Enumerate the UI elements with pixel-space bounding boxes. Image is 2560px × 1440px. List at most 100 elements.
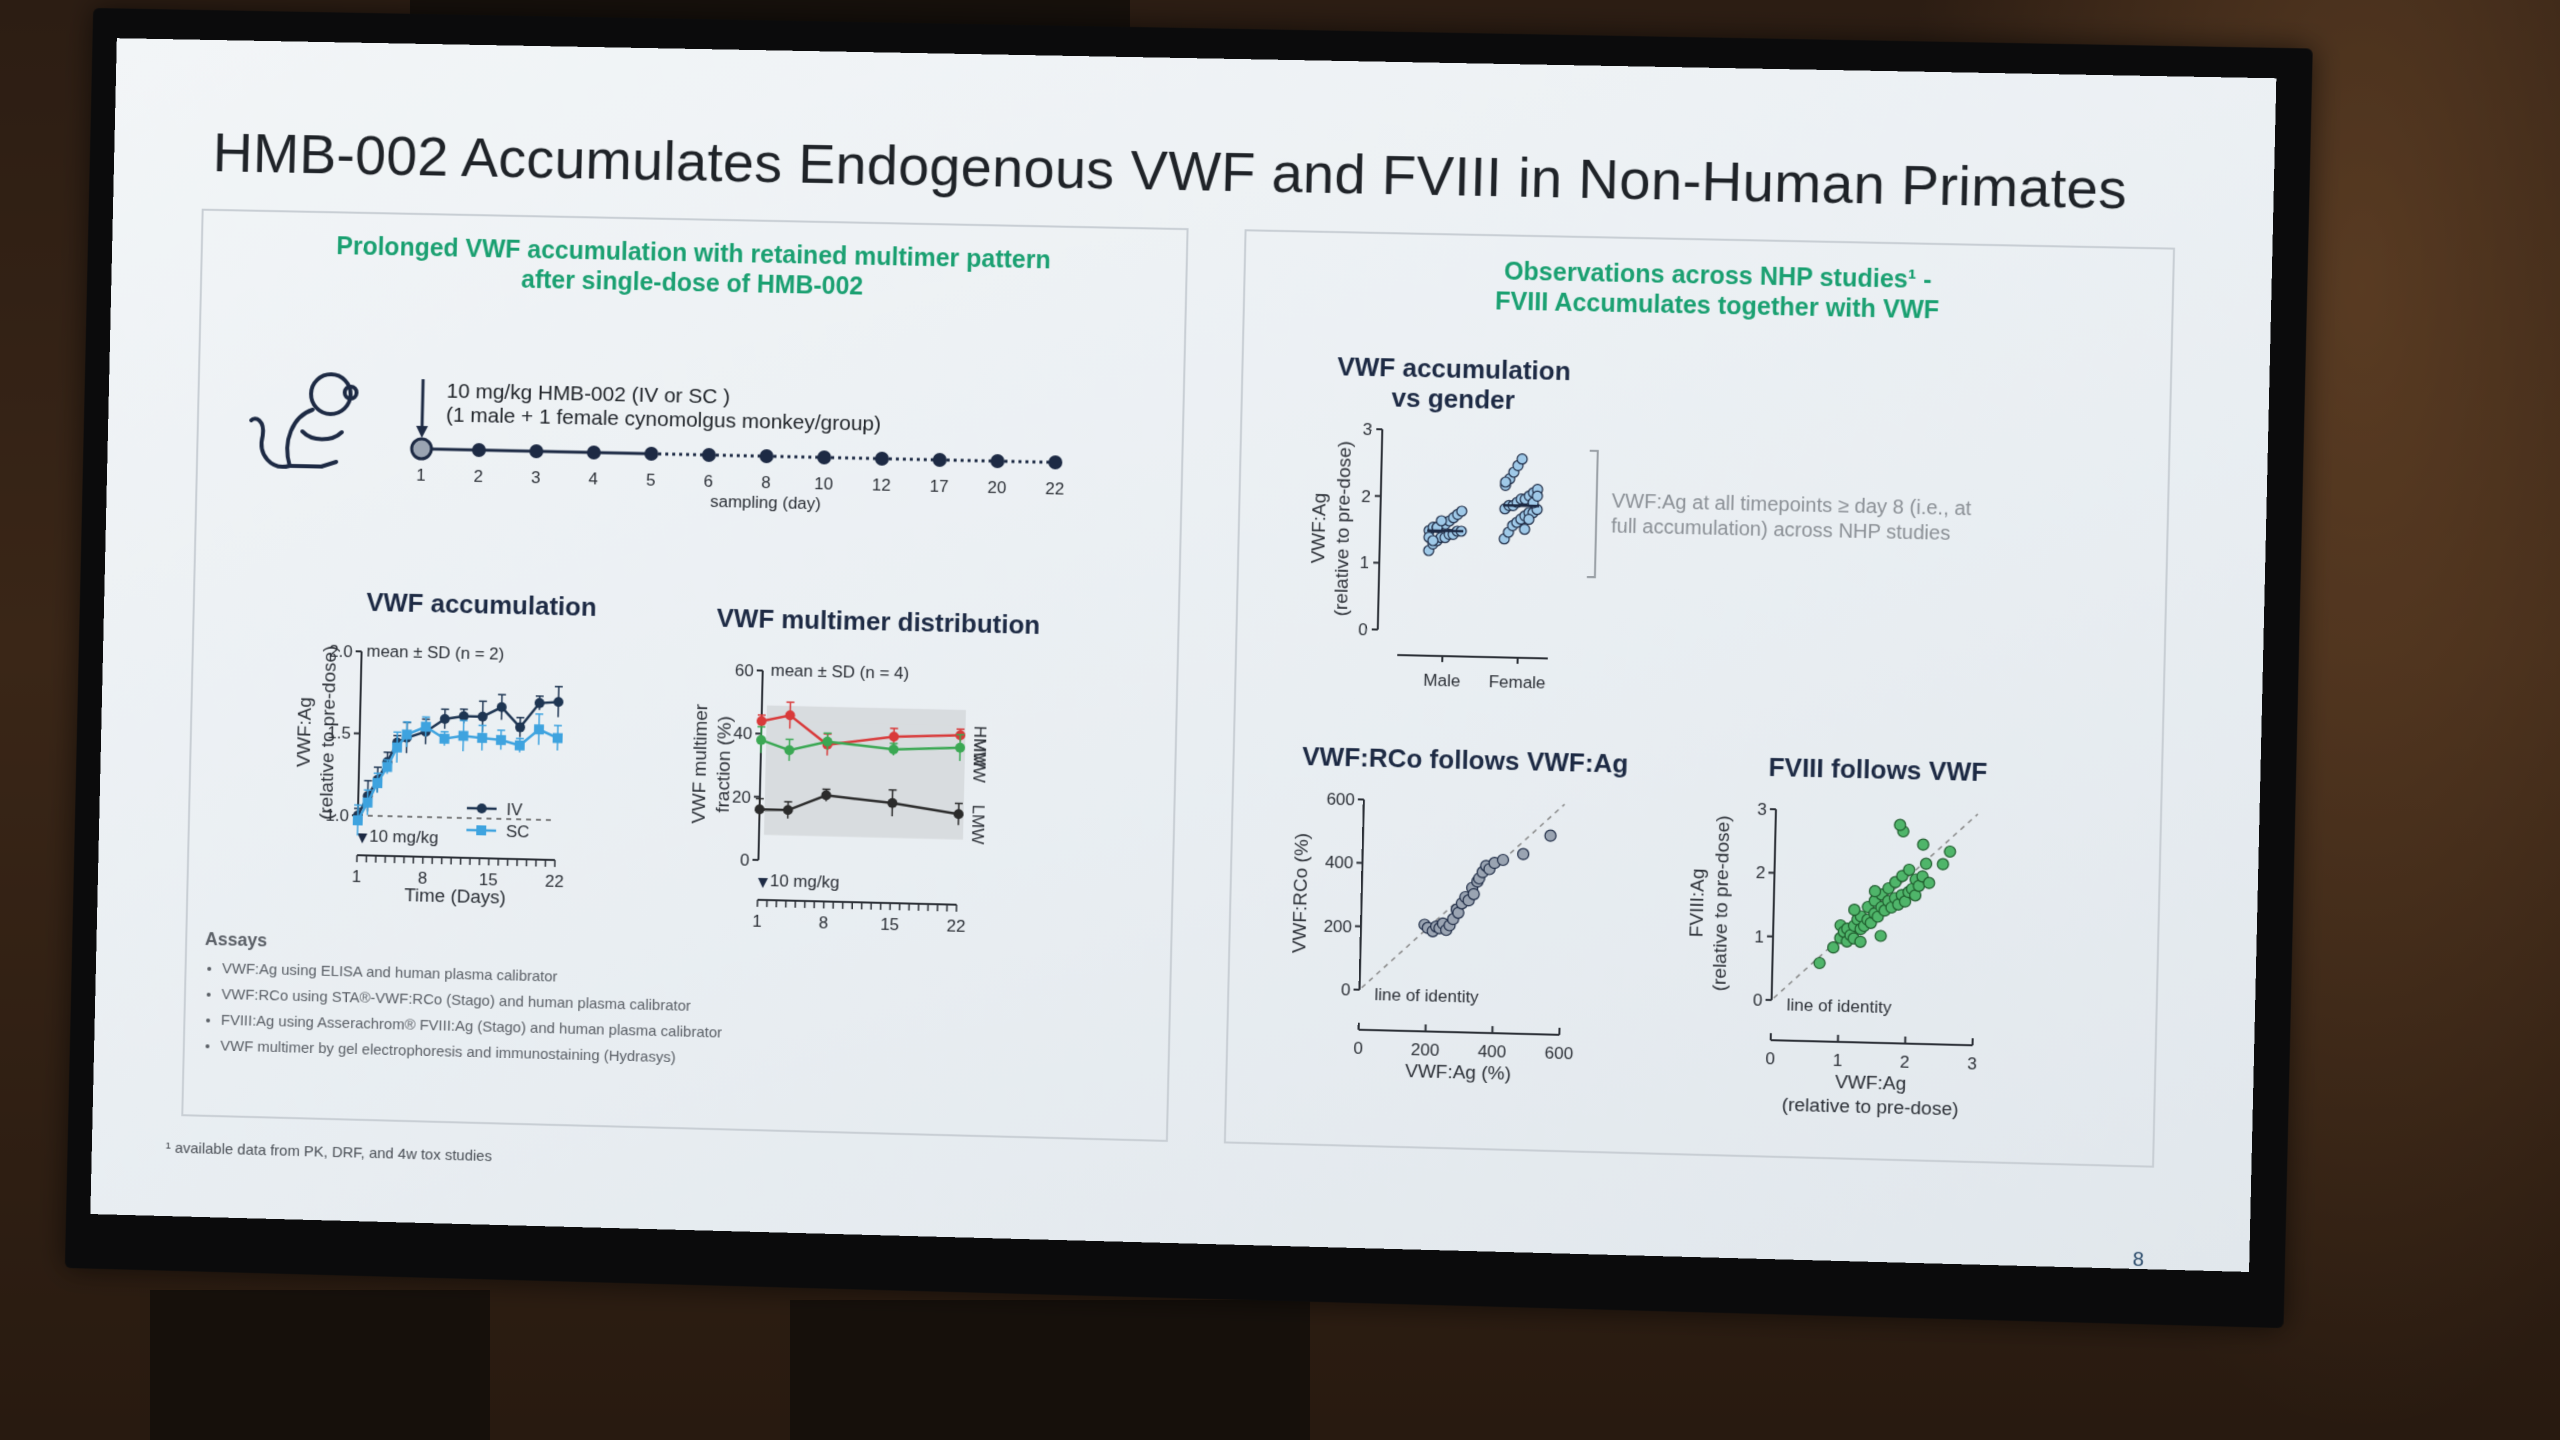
y-axis	[758, 671, 762, 860]
scatter-point	[1869, 886, 1880, 897]
data-point	[553, 697, 563, 707]
slide-screen: HMB-002 Accumulates Endogenous VWF and F…	[90, 38, 2276, 1272]
monkey-icon	[242, 361, 373, 493]
y-axis-label-line1: FVIII:Ag	[1686, 868, 1709, 937]
timeline-day-label: 20	[987, 478, 1006, 497]
timeline-day-label: 22	[1045, 479, 1064, 498]
gender-point	[1436, 516, 1446, 526]
y-tick-label: 200	[1323, 916, 1352, 936]
page-number: 8	[2132, 1249, 2144, 1272]
data-point	[439, 734, 449, 744]
legend-marker	[477, 803, 487, 813]
baseline-dashed	[358, 815, 556, 820]
dose-arrow-head	[416, 426, 428, 438]
scatter-point	[1903, 864, 1914, 875]
dose-marker-icon	[758, 878, 768, 888]
y-tick-label: 60	[735, 661, 754, 680]
annotation: mean ± SD (n = 2)	[366, 642, 504, 664]
x-axis-label-line2: (relative to pre-dose)	[1782, 1095, 1959, 1121]
data-point	[421, 722, 431, 732]
x-tick-label: 1	[1832, 1051, 1842, 1070]
x-axis-label: Time (Days)	[805, 930, 908, 938]
y-axis-label-line2: (relative to pre-dose)	[1709, 815, 1734, 991]
dose-label: 10 mg/kg	[770, 871, 840, 892]
x-tick-label: 22	[946, 916, 965, 936]
vwf-multimer-title: VWF multimer distribution	[689, 602, 1068, 641]
identity-label: line of identity	[1374, 985, 1479, 1007]
timeline-day-label: 12	[872, 475, 891, 494]
legend-label: IV	[506, 800, 523, 819]
bracket-icon	[1585, 449, 1608, 580]
x-tick-label: 1	[352, 867, 362, 886]
scatter-point	[1855, 936, 1866, 947]
timeline-day-label: 1	[416, 466, 426, 485]
y-tick-label: 0	[1341, 980, 1351, 999]
timeline-day-label: 4	[588, 469, 598, 488]
fviii-chart: 01230 1 2 3line of identityFVIII:Ag(relativ…	[1678, 787, 2049, 1148]
timeline-day-label: 10	[814, 474, 833, 493]
scatter-point	[1545, 830, 1556, 841]
scatter-point	[1937, 859, 1948, 870]
legend-marker	[476, 825, 486, 835]
scatter-point	[1468, 889, 1479, 900]
y-tick-label: 0	[1358, 620, 1368, 639]
gender-point	[1500, 477, 1510, 487]
timeline-dot	[472, 443, 486, 457]
x-axis	[758, 900, 957, 905]
y-tick-label: 1	[1754, 927, 1764, 946]
x-category-label: Male	[1423, 671, 1460, 691]
data-point	[458, 731, 468, 741]
y-tick-label: 20	[732, 787, 751, 806]
data-point	[756, 716, 766, 726]
timeline-day-label: 6	[703, 472, 713, 491]
y-axis	[1378, 429, 1383, 629]
data-point	[553, 733, 563, 743]
identity-label: line of identity	[1786, 995, 1892, 1017]
y-tick-label: 3	[1363, 420, 1373, 439]
median-line	[1503, 505, 1539, 506]
x-tick-label: 0	[1353, 1039, 1363, 1058]
scatter-point	[1918, 839, 1929, 850]
scatter-point	[1518, 848, 1529, 859]
data-point	[478, 712, 488, 722]
x-tick-label: 22	[545, 872, 564, 891]
timeline-dot	[990, 454, 1004, 468]
gender-chart: 0123VWF:Ag(relative to pre-dose)Male Fema…	[1276, 407, 1604, 715]
assays-list: VWF:Ag using ELISA and human plasma cali…	[202, 956, 723, 1073]
data-point	[392, 742, 402, 752]
gender-point	[1532, 491, 1542, 501]
right-panel: Observations across NHP studies¹ - FVIII…	[1224, 229, 2175, 1167]
data-point	[496, 735, 506, 745]
data-point	[372, 778, 382, 788]
y-tick-label: 40	[733, 724, 752, 743]
scatter-point	[1894, 819, 1905, 830]
timeline-dot	[702, 448, 716, 462]
timeline-dot	[644, 447, 658, 461]
multimer-band	[765, 721, 965, 783]
timeline-segment	[940, 460, 998, 461]
timeline-dot	[933, 453, 947, 467]
slide-title: HMB-002 Accumulates Endogenous VWF and F…	[212, 119, 2193, 222]
data-point	[477, 733, 487, 743]
fviii-chart-title: FVIII follows VWF	[1716, 751, 2040, 790]
rco-chart: 02004006000 200 400 600line of identityVWF:…	[1276, 778, 1615, 1127]
x-tick-label: 200	[1411, 1040, 1440, 1060]
series-line-sc	[358, 725, 558, 825]
x-axis	[1359, 1030, 1560, 1035]
x-tick-label: 600	[1544, 1043, 1573, 1063]
gender-point	[1428, 536, 1438, 546]
y-tick-label: 2	[1361, 487, 1371, 506]
y-axis	[1360, 800, 1364, 990]
gender-point	[1519, 524, 1529, 534]
y-axis-label-line1: VWF:Ag	[294, 697, 316, 768]
y-tick-label: 0	[740, 850, 750, 869]
y-axis-label-line1: VWF:Ag	[1308, 493, 1331, 564]
timeline-dot	[1048, 455, 1062, 469]
data-point	[382, 762, 392, 772]
y-tick-label: 400	[1325, 853, 1354, 873]
gender-point	[1524, 514, 1534, 524]
footnote: ¹ available data from PK, DRF, and 4w to…	[166, 1140, 492, 1165]
y-axis-label: VWF:Ag(relative to pre-dose)	[1307, 440, 1356, 616]
scatter-point	[1923, 877, 1934, 888]
timeline-day-label: 8	[761, 473, 771, 492]
